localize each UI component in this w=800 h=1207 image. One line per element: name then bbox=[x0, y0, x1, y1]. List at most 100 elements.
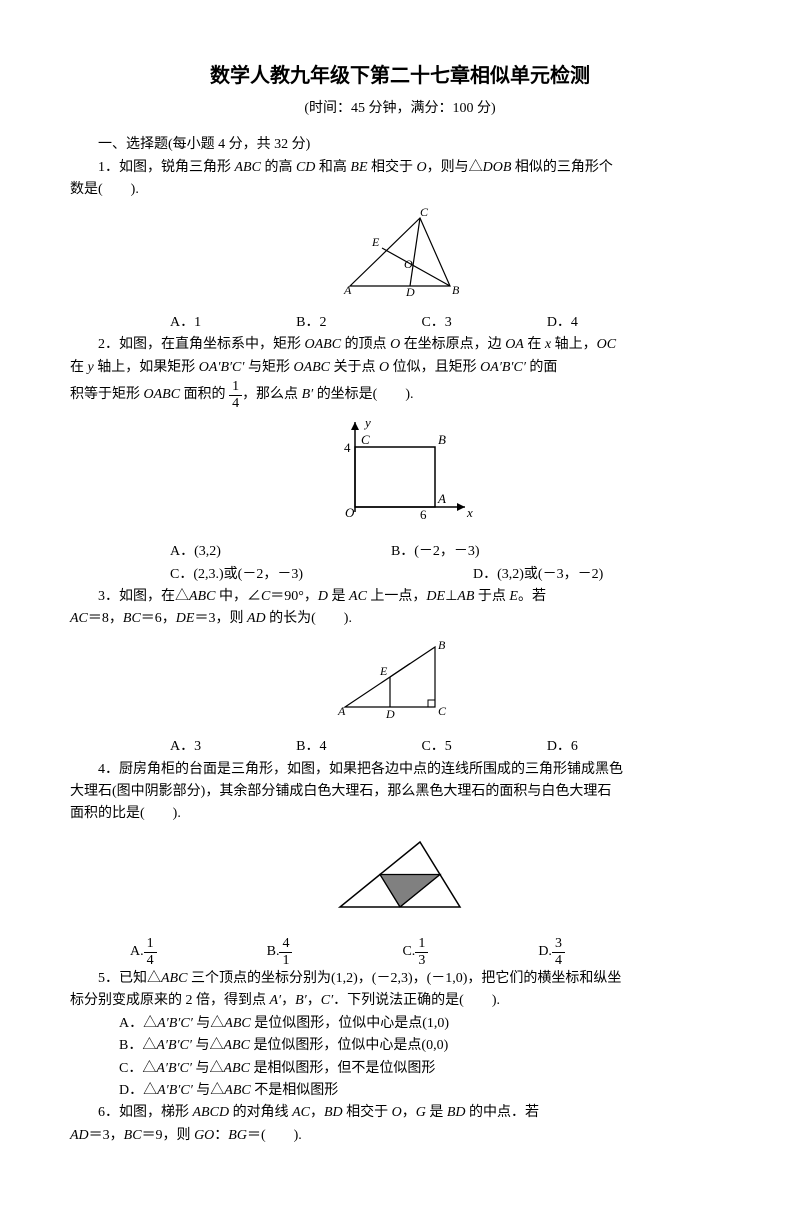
opt-d: D.34 bbox=[538, 936, 565, 968]
figure-2: O x y C B A 4 6 bbox=[70, 417, 730, 535]
numerator: 3 bbox=[552, 936, 565, 952]
var: O bbox=[392, 1105, 402, 1120]
text: 。若 bbox=[518, 589, 546, 604]
var: CD bbox=[296, 160, 315, 175]
text: 三个顶点的坐标分别为(1,2)，(－2,3)，(－1,0)，把它们的横坐标和纵坐 bbox=[187, 971, 621, 986]
text: 的高 bbox=[261, 160, 296, 175]
label-E: E bbox=[371, 235, 380, 249]
label-O: O bbox=[345, 505, 355, 520]
var: A′B′C′ bbox=[156, 1038, 192, 1053]
question-3-line2: AC＝8，BC＝6，DE＝3，则 AD 的长为( ). bbox=[70, 608, 730, 630]
var: DE bbox=[176, 611, 195, 626]
question-5-line2: 标分别变成原来的 2 倍，得到点 A′，B′，C′．下列说法正确的是( ). bbox=[70, 990, 730, 1012]
var: AD bbox=[247, 611, 266, 626]
text: 6．如图，梯形 bbox=[98, 1105, 193, 1120]
var: AC bbox=[292, 1105, 310, 1120]
figure-1: A B C D E O bbox=[70, 208, 730, 306]
label-E: E bbox=[379, 664, 388, 678]
opt-d: D．(3,2)或(－3，－2) bbox=[473, 564, 603, 586]
label-C: C bbox=[361, 432, 370, 447]
text: 是 bbox=[426, 1105, 447, 1120]
opt-c: C．5 bbox=[421, 736, 451, 758]
fraction: 14 bbox=[144, 936, 157, 968]
label-A: A bbox=[343, 283, 352, 297]
var: OABC bbox=[293, 360, 330, 375]
text: 不是相似图形 bbox=[251, 1083, 339, 1098]
text: 1．如图，锐角三角形 bbox=[98, 160, 235, 175]
text: 上一点， bbox=[367, 589, 427, 604]
var: ABCD bbox=[193, 1105, 230, 1120]
text: ＝90°， bbox=[270, 589, 318, 604]
opt-label: C. bbox=[402, 944, 415, 959]
opt-d: D．6 bbox=[547, 736, 578, 758]
opt-b: B．4 bbox=[296, 736, 326, 758]
opt-c: C．△A′B′C′ 与△ABC 是相似图形，但不是位似图形 bbox=[70, 1058, 730, 1080]
label-x: x bbox=[466, 505, 473, 520]
label-B: B bbox=[452, 283, 460, 297]
label-y: y bbox=[363, 417, 371, 430]
text: 相交于 bbox=[368, 160, 417, 175]
var: A′ bbox=[270, 993, 282, 1008]
text: 的坐标是( ). bbox=[313, 387, 413, 402]
label-A: A bbox=[337, 704, 346, 718]
var: ABC bbox=[224, 1083, 250, 1098]
label-C: C bbox=[438, 704, 447, 718]
question-6: 6．如图，梯形 ABCD 的对角线 AC，BD 相交于 O，G 是 BD 的中点… bbox=[70, 1102, 730, 1124]
question-3: 3．如图，在△ABC 中，∠C＝90°，D 是 AC 上一点，DE⊥AB 于点 … bbox=[70, 586, 730, 608]
opt-a: A.14 bbox=[130, 936, 157, 968]
text: C．△ bbox=[119, 1061, 156, 1076]
fraction: 34 bbox=[552, 936, 565, 968]
var: OA bbox=[505, 337, 524, 352]
denominator: 4 bbox=[552, 953, 565, 968]
text: B．△ bbox=[119, 1038, 156, 1053]
page-subtitle: (时间：45 分钟，满分：100 分) bbox=[70, 98, 730, 120]
question-1: 1．如图，锐角三角形 ABC 的高 CD 和高 BE 相交于 O，则与△DOB … bbox=[70, 157, 730, 179]
question-5: 5．已知△ABC 三个顶点的坐标分别为(1,2)，(－2,3)，(－1,0)，把… bbox=[70, 968, 730, 990]
var: OC bbox=[597, 337, 616, 352]
label-B: B bbox=[438, 432, 446, 447]
text: ＝9，则 bbox=[142, 1128, 195, 1143]
opt-d: D．△A′B′C′ 与△ABC 不是相似图形 bbox=[70, 1080, 730, 1102]
var: O bbox=[417, 160, 427, 175]
opt-c: C．(2,3.)或(－2，－3) bbox=[170, 564, 303, 586]
text: 的面 bbox=[526, 360, 558, 375]
var: ABC bbox=[223, 1061, 249, 1076]
page-title: 数学人教九年级下第二十七章相似单元检测 bbox=[70, 60, 730, 92]
opt-label: A. bbox=[130, 944, 144, 959]
opt-c: C.13 bbox=[402, 936, 428, 968]
opt-a: A．△A′B′C′ 与△ABC 是位似图形，位似中心是点(1,0) bbox=[70, 1013, 730, 1035]
numerator: 1 bbox=[229, 379, 242, 395]
opt-b: B．2 bbox=[296, 312, 326, 334]
var: E bbox=[509, 589, 518, 604]
label-A: A bbox=[437, 491, 446, 506]
q2-options: A．(3,2)B．(－2，－3) C．(2,3.)或(－2，－3)D．(3,2)… bbox=[170, 541, 730, 586]
text: 的对角线 bbox=[229, 1105, 292, 1120]
opt-d: D．4 bbox=[547, 312, 578, 334]
var: A′B′C′ bbox=[156, 1061, 192, 1076]
var: AB bbox=[457, 589, 474, 604]
var: DOB bbox=[483, 160, 512, 175]
text: ＝3， bbox=[89, 1128, 124, 1143]
opt-b: B．(－2，－3) bbox=[391, 541, 480, 563]
text: 中，∠ bbox=[215, 589, 261, 604]
opt-b: B．△A′B′C′ 与△ABC 是位似图形，位似中心是点(0,0) bbox=[70, 1035, 730, 1057]
numerator: 4 bbox=[279, 936, 292, 952]
question-4-line3: 面积的比是( ). bbox=[70, 803, 730, 825]
var: C′ bbox=[321, 993, 333, 1008]
text: 位似，且矩形 bbox=[389, 360, 480, 375]
text: 关于点 bbox=[330, 360, 379, 375]
text: 3．如图，在△ bbox=[98, 589, 189, 604]
text: ： bbox=[214, 1128, 228, 1143]
var: BE bbox=[350, 160, 367, 175]
var: BC bbox=[123, 611, 141, 626]
label-D: D bbox=[405, 285, 415, 298]
text: 于点 bbox=[474, 589, 509, 604]
text: 是 bbox=[328, 589, 349, 604]
var: ABC bbox=[189, 589, 215, 604]
text: 轴上，如果矩形 bbox=[94, 360, 199, 375]
denominator: 4 bbox=[229, 396, 242, 411]
text: 在 bbox=[524, 337, 545, 352]
text: 与△ bbox=[192, 1061, 224, 1076]
text: ， bbox=[307, 993, 321, 1008]
q5-options: A．△A′B′C′ 与△ABC 是位似图形，位似中心是点(1,0) B．△A′B… bbox=[70, 1013, 730, 1103]
